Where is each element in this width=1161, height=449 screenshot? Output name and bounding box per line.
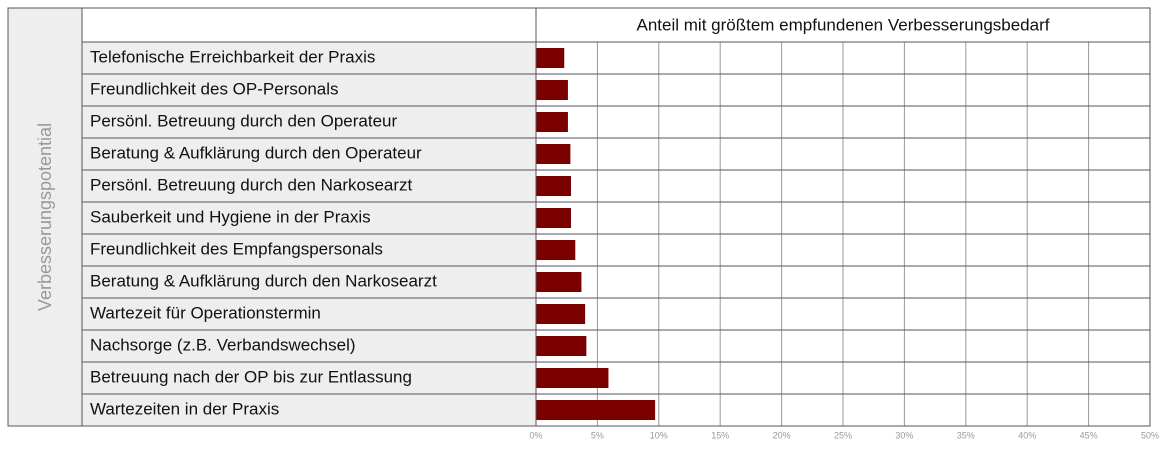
bar: [536, 80, 568, 100]
category-label: Persönl. Betreuung durch den Operateur: [90, 111, 397, 130]
bar: [536, 144, 571, 164]
table-border: [7, 7, 1151, 427]
x-tick-label: 45%: [1080, 430, 1098, 440]
bar: [536, 208, 571, 228]
bar: [536, 304, 586, 324]
x-tick-label: 15%: [711, 430, 729, 440]
category-label: Beratung & Aufklärung durch den Operateu…: [90, 143, 422, 162]
x-tick-label: 40%: [1018, 430, 1036, 440]
category-label: Persönl. Betreuung durch den Narkosearzt: [90, 175, 413, 194]
bar: [536, 336, 587, 356]
bar: [536, 176, 571, 196]
category-label: Telefonische Erreichbarkeit der Praxis: [90, 47, 375, 66]
x-tick-label: 50%: [1141, 430, 1159, 440]
x-tick-label: 35%: [957, 430, 975, 440]
x-tick-label: 20%: [773, 430, 791, 440]
bar: [536, 240, 576, 260]
bar: [536, 400, 656, 420]
category-label: Nachsorge (z.B. Verbandswechsel): [90, 335, 356, 354]
category-label: Freundlichkeit des Empfangspersonals: [90, 239, 383, 258]
x-tick-label: 30%: [895, 430, 913, 440]
category-label: Wartezeiten in der Praxis: [90, 399, 279, 418]
category-label: Beratung & Aufklärung durch den Narkosea…: [90, 271, 437, 290]
category-label: Sauberkeit und Hygiene in der Praxis: [90, 207, 371, 226]
bar: [536, 272, 582, 292]
x-tick-label: 0%: [529, 430, 542, 440]
y-axis-label: Verbesserungspotential: [35, 123, 55, 311]
ylabel-cell: [8, 8, 82, 426]
bar: [536, 48, 565, 68]
x-tick-label: 25%: [834, 430, 852, 440]
bar: [536, 112, 568, 132]
x-tick-label: 10%: [650, 430, 668, 440]
chart-title: Anteil mit größtem empfundenen Verbesser…: [637, 15, 1050, 34]
category-label: Freundlichkeit des OP-Personals: [90, 79, 339, 98]
bar: [536, 368, 609, 388]
category-label: Wartezeit für Operationstermin: [90, 303, 321, 322]
category-label: Betreuung nach der OP bis zur Entlassung: [90, 367, 412, 386]
x-tick-label: 5%: [591, 430, 604, 440]
